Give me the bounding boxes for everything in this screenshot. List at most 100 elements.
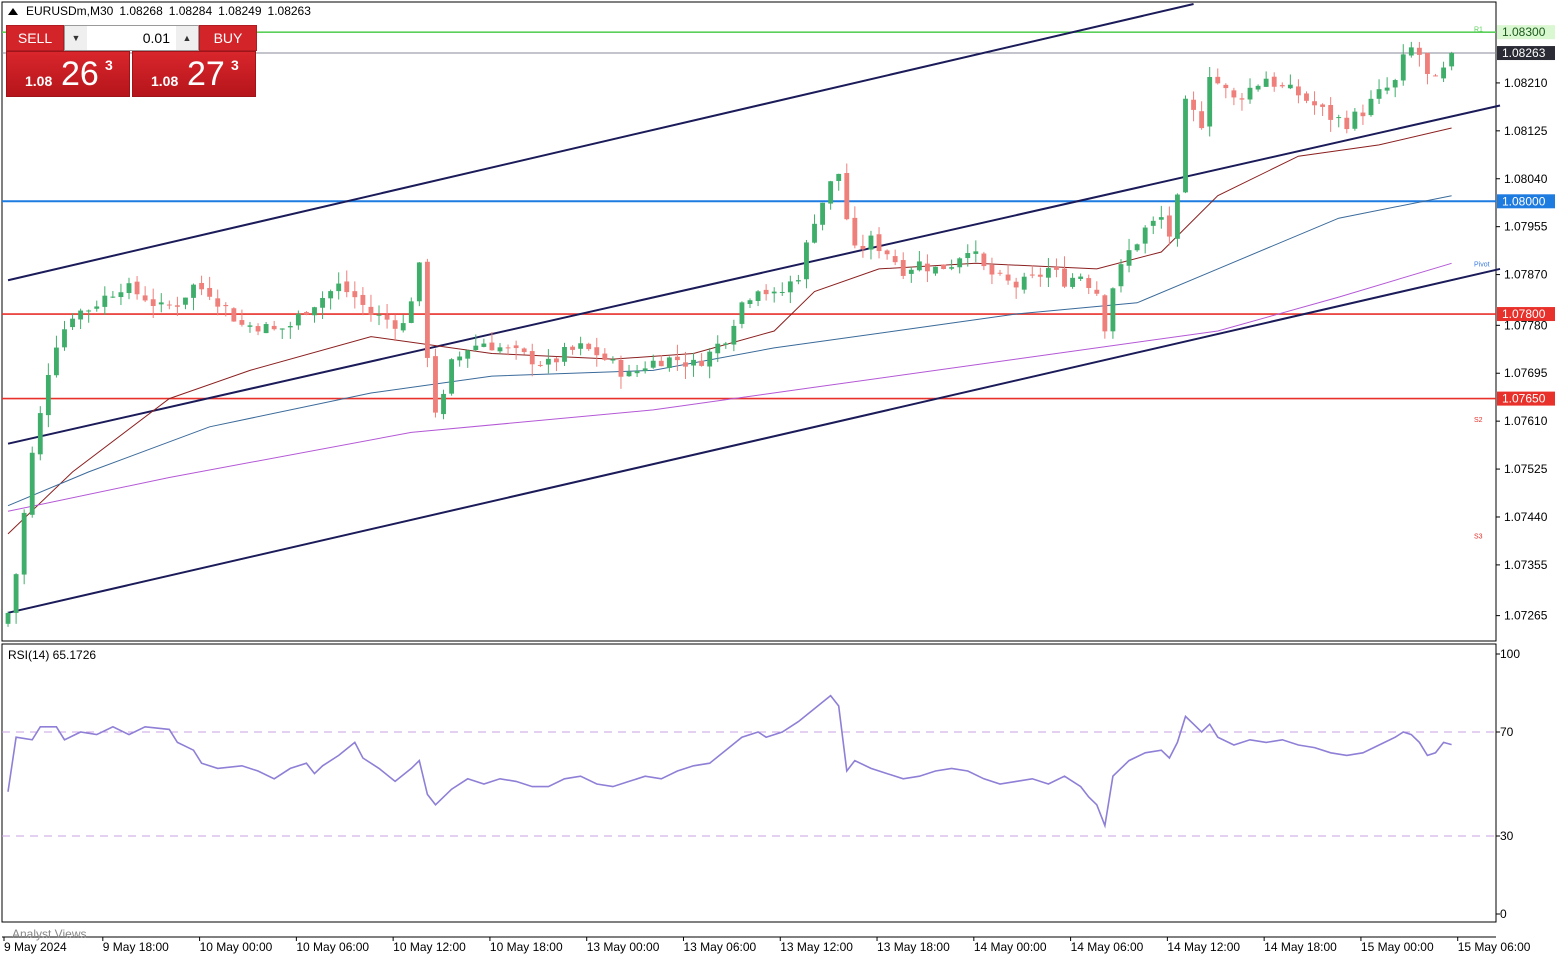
candle-body: [449, 359, 455, 394]
candle-body: [304, 312, 309, 315]
candle-body: [360, 294, 366, 305]
ohlc-high: 1.08284: [168, 4, 213, 18]
price-level-tag-label: 1.07650: [1502, 392, 1546, 406]
candle-body: [602, 353, 608, 360]
candle-body: [223, 304, 229, 307]
candle-body: [255, 326, 261, 332]
candle-body: [231, 308, 237, 322]
price-tick-label: 1.08210: [1504, 76, 1548, 90]
candle-body: [812, 223, 817, 243]
candle-body: [1166, 215, 1172, 237]
sell-price-display[interactable]: 1.08 26 3: [6, 51, 130, 97]
price-tick-label: 1.07525: [1504, 462, 1548, 476]
buy-price-display[interactable]: 1.08 27 3: [132, 51, 256, 97]
candle-body: [1392, 80, 1398, 88]
candle-body: [1207, 77, 1213, 127]
candle-body: [102, 295, 108, 307]
candle-body: [1054, 266, 1059, 270]
time-tick-label: 14 May 06:00: [1071, 940, 1144, 954]
collapse-triangle-icon[interactable]: [8, 8, 18, 15]
lot-size-value[interactable]: 0.01: [142, 30, 170, 46]
candle-body: [94, 306, 100, 309]
main-pane-frame: [1, 1, 1497, 642]
candle-body: [1183, 98, 1188, 193]
price-tick-label: 1.07355: [1504, 558, 1548, 572]
candle-body: [1078, 276, 1084, 279]
candle-body: [715, 343, 721, 354]
candle-body: [1094, 289, 1100, 294]
candle-body: [755, 291, 761, 301]
candle-body: [795, 280, 801, 282]
candle-body: [1150, 220, 1156, 226]
candle-body: [787, 281, 793, 293]
watermark-text: Analyst Views: [12, 927, 86, 941]
lot-increase-chevron-up-icon[interactable]: ▲: [176, 26, 198, 50]
pivot-label: S3: [1474, 534, 1483, 541]
candle-body: [392, 320, 398, 329]
price-tick-label: 1.07955: [1504, 220, 1548, 234]
trend-channel-line[interactable]: [7, 104, 1501, 445]
candle-body: [473, 345, 479, 351]
trend-channel-line[interactable]: [7, 3, 1194, 282]
moving-average-line: [7, 127, 1452, 535]
candle-body: [110, 296, 116, 298]
time-tick-label: 13 May 12:00: [780, 940, 853, 954]
candle-body: [408, 301, 414, 323]
candle-body: [118, 292, 124, 298]
candle-body: [554, 358, 559, 363]
candle-body: [78, 310, 84, 320]
candle-body: [376, 314, 382, 316]
candle-body: [1255, 85, 1261, 90]
current-price-tag: [1497, 46, 1555, 61]
rsi-tick-label: 0: [1500, 907, 1507, 921]
price-level-tag: [1497, 25, 1555, 40]
candle-body: [658, 360, 664, 367]
candle-body: [62, 329, 67, 348]
candle-body: [215, 298, 221, 307]
pivot-label: S2: [1474, 417, 1483, 424]
buy-button[interactable]: BUY: [199, 25, 257, 51]
candle-body: [1247, 87, 1253, 100]
candle-body: [126, 283, 132, 294]
candle-body: [1158, 217, 1164, 220]
sell-price-pipette: 3: [105, 57, 113, 73]
candle-body: [537, 364, 543, 366]
symbol-timeframe: EURUSDm,M30: [26, 4, 114, 18]
candle-body: [441, 393, 446, 415]
candle-body: [352, 291, 358, 298]
candle-body: [1142, 227, 1148, 244]
sell-button[interactable]: SELL: [6, 25, 64, 51]
candle-body: [295, 313, 301, 326]
candle-body: [626, 371, 632, 377]
trend-channel-line[interactable]: [7, 267, 1501, 614]
price-level-tag-label: 1.08300: [1502, 25, 1546, 39]
candle-body: [1400, 54, 1406, 81]
candle-body: [1352, 111, 1358, 129]
candle-body: [328, 291, 334, 299]
candle-body: [1239, 98, 1245, 100]
lot-decrease-chevron-down-icon[interactable]: ▼: [65, 26, 87, 50]
candle-body: [433, 356, 438, 413]
candle-body: [836, 173, 842, 181]
candle-body: [731, 325, 737, 345]
candle-body: [1045, 268, 1051, 278]
candle-body: [29, 452, 35, 515]
price-tick-label: 1.07265: [1504, 609, 1548, 623]
rsi-tick-label: 70: [1500, 725, 1514, 739]
candle-body: [1425, 52, 1430, 74]
candle-body: [852, 217, 858, 246]
candle-body: [70, 318, 75, 328]
candle-body: [1312, 101, 1317, 106]
candle-body: [1215, 76, 1221, 84]
candle-body: [457, 356, 463, 361]
lot-size-field[interactable]: ▼ 0.01 ▲: [64, 25, 199, 51]
time-tick-label: 13 May 18:00: [877, 940, 950, 954]
time-tick-label: 14 May 00:00: [974, 940, 1047, 954]
candle-body: [666, 357, 672, 368]
time-tick-label: 10 May 12:00: [393, 940, 466, 954]
candle-body: [892, 256, 898, 263]
candle-body: [860, 245, 866, 250]
candle-body: [45, 374, 51, 416]
